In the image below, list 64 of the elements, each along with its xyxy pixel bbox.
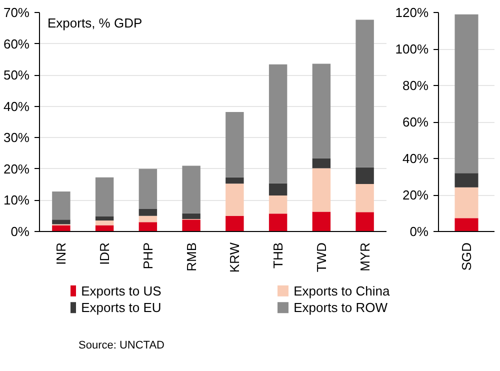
x-tick-label: INR — [54, 242, 69, 265]
bar — [312, 64, 331, 158]
bar — [268, 214, 288, 232]
bar — [95, 220, 114, 226]
bar — [138, 216, 158, 222]
x-tick-label: MYR — [357, 242, 372, 272]
bar — [226, 112, 244, 178]
bar — [95, 177, 114, 216]
y-tick-label: 40% — [402, 151, 429, 166]
bar — [454, 173, 478, 188]
bar — [356, 184, 374, 212]
y-tick-label: 30% — [3, 130, 30, 146]
y-tick-label: 40% — [3, 98, 30, 114]
bar — [454, 218, 478, 232]
bar — [226, 177, 244, 184]
bar — [356, 20, 374, 168]
bar — [182, 166, 200, 214]
bar — [182, 220, 200, 232]
y-tick-label: 120% — [395, 5, 429, 20]
bar — [312, 168, 331, 212]
bar — [52, 191, 70, 220]
y-tick-label: 0% — [10, 224, 30, 239]
y-tick-label: 20% — [3, 161, 30, 176]
bar — [356, 167, 374, 184]
bar — [52, 220, 70, 224]
x-tick-label: PHP — [140, 242, 156, 270]
x-tick-label: IDR — [97, 242, 112, 265]
y-tick-label: 70% — [3, 5, 30, 20]
bar — [182, 213, 200, 219]
y-tick-label: 60% — [3, 36, 30, 52]
bar — [268, 183, 288, 196]
x-tick-label: RMB — [184, 242, 199, 272]
bar — [454, 14, 478, 174]
x-tick-label: SGD — [459, 242, 474, 271]
y-tick-label: 20% — [402, 188, 429, 202]
source-note: Source: UNCTAD — [78, 340, 165, 352]
bar — [95, 225, 114, 232]
x-tick-label: THB — [270, 242, 286, 268]
bar — [356, 212, 374, 232]
legend-label: Exports to EU — [81, 300, 162, 316]
y-tick-label: 100% — [395, 42, 429, 56]
y-tick-label: 10% — [3, 192, 30, 208]
bar — [138, 168, 158, 209]
bar — [138, 222, 158, 232]
bar — [312, 212, 331, 232]
y-tick-label: 80% — [402, 78, 429, 93]
bar — [268, 64, 288, 184]
y-tick-label: 60% — [402, 114, 429, 130]
bar — [454, 187, 478, 218]
x-tick-label: KRW — [227, 242, 242, 273]
bar — [268, 196, 288, 214]
legend-label: Exports to China — [294, 283, 390, 298]
x-tick-label: TWD — [314, 242, 329, 272]
y-tick-label: 50% — [3, 68, 30, 83]
bar — [226, 216, 244, 232]
bar — [95, 216, 114, 221]
legend-label: Exports to ROW — [294, 300, 388, 316]
y-tick-label: 0% — [410, 224, 429, 239]
bar — [52, 225, 70, 232]
legend-label: Exports to US — [81, 283, 162, 298]
bar — [138, 208, 158, 216]
chart-title: Exports, % GDP — [48, 16, 142, 30]
bar — [226, 184, 244, 216]
bar — [312, 158, 331, 168]
